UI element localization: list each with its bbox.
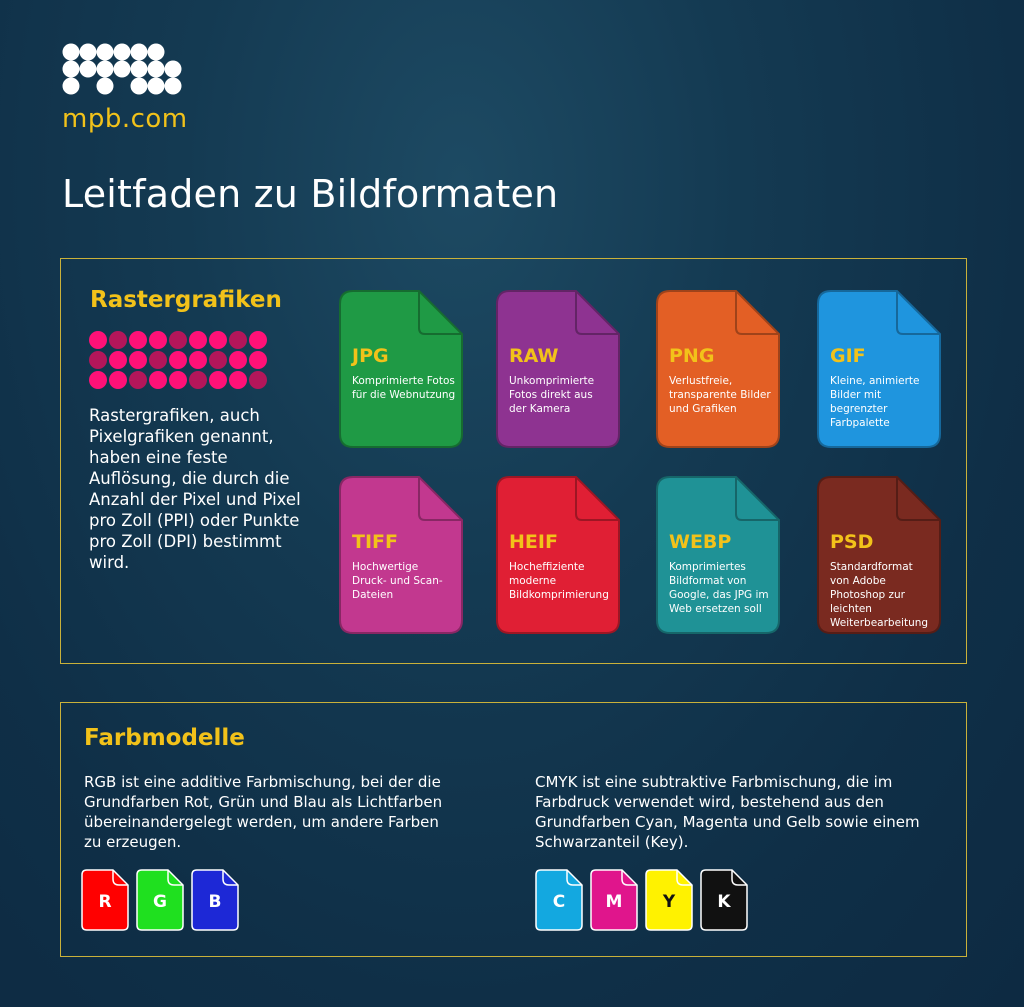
- format-card-raw: RAW Unkomprimierte Fotos direkt aus der K…: [496, 290, 620, 448]
- logo-text: mpb.com: [62, 104, 188, 134]
- format-card-psd: PSD Standardformat von Adobe Photoshop zu…: [817, 476, 941, 634]
- format-name: HEIF: [509, 531, 558, 553]
- file-icon: [81, 869, 129, 931]
- file-icon: [136, 869, 184, 931]
- format-description: Komprimiertes Bildformat von Google, das…: [669, 561, 769, 615]
- file-icon: [535, 869, 583, 931]
- farbmodelle-heading: Farbmodelle: [84, 725, 245, 751]
- color-file-r: R: [81, 869, 129, 931]
- file-icon: [656, 290, 780, 448]
- color-file-y: Y: [645, 869, 693, 931]
- file-icon: [590, 869, 638, 931]
- file-icon: [817, 290, 941, 448]
- format-card-heif: HEIF Hocheffiziente moderne Bildkomprimie…: [496, 476, 620, 634]
- format-card-webp: WEBP Komprimiertes Bildformat von Google,…: [656, 476, 780, 634]
- pixel-dots-icon: [89, 331, 267, 389]
- file-icon: [817, 476, 941, 634]
- color-letter: M: [605, 892, 623, 912]
- file-icon: [645, 869, 693, 931]
- color-letter: K: [717, 892, 731, 912]
- format-description: Standardformat von Adobe Photoshop zur l…: [830, 561, 929, 629]
- format-name: WEBP: [669, 531, 732, 553]
- page-title: Leitfaden zu Bildformaten: [62, 172, 559, 216]
- format-description: Hochwertige Druck- und Scan-Dateien: [352, 561, 443, 601]
- format-name: GIF: [830, 345, 866, 367]
- rgb-description: RGB ist eine additive Farbmischung, bei …: [84, 773, 443, 851]
- raster-description: Rastergrafiken, auch Pixelgrafiken genan…: [89, 406, 301, 572]
- format-name: TIFF: [352, 531, 398, 553]
- format-description: Unkomprimierte Fotos direkt aus der Kame…: [509, 375, 595, 415]
- format-name: RAW: [509, 345, 559, 367]
- format-name: PSD: [830, 531, 874, 553]
- format-description: Komprimierte Fotos für die Webnutzung: [352, 375, 456, 401]
- raster-panel: [60, 258, 967, 664]
- file-icon: [656, 476, 780, 634]
- raster-heading: Rastergrafiken: [90, 287, 282, 313]
- format-name: PNG: [669, 345, 715, 367]
- file-icon: [191, 869, 239, 931]
- format-card-tiff: TIFF Hochwertige Druck- und Scan-Dateien: [339, 476, 463, 634]
- color-file-c: C: [535, 869, 583, 931]
- color-file-b: B: [191, 869, 239, 931]
- cmyk-description: CMYK ist eine subtraktive Farbmischung, …: [535, 773, 920, 851]
- format-description: Kleine, animierte Bilder mit begrenzter …: [830, 375, 920, 429]
- color-letter: B: [208, 892, 222, 912]
- farbmodelle-panel: [60, 702, 967, 957]
- file-icon: [700, 869, 748, 931]
- file-icon: [339, 290, 463, 448]
- format-card-gif: GIF Kleine, animierte Bilder mit begrenzt…: [817, 290, 941, 448]
- color-letter: R: [98, 892, 112, 912]
- color-letter: C: [552, 892, 566, 912]
- color-letter: G: [153, 892, 167, 912]
- file-icon: [496, 476, 620, 634]
- file-icon: [339, 476, 463, 634]
- color-letter: Y: [662, 892, 676, 912]
- format-card-png: PNG Verlustfreie, transparente Bilder und…: [656, 290, 780, 448]
- format-card-jpg: JPG Komprimierte Fotos für die Webnutzung: [339, 290, 463, 448]
- format-description: Hocheffiziente moderne Bildkomprimierung: [509, 561, 609, 601]
- file-icon: [496, 290, 620, 448]
- color-file-g: G: [136, 869, 184, 931]
- color-file-m: M: [590, 869, 638, 931]
- color-file-k: K: [700, 869, 748, 931]
- mpb-logo-icon: [62, 43, 182, 95]
- format-description: Verlustfreie, transparente Bilder und Gr…: [669, 375, 771, 415]
- format-name: JPG: [352, 345, 389, 367]
